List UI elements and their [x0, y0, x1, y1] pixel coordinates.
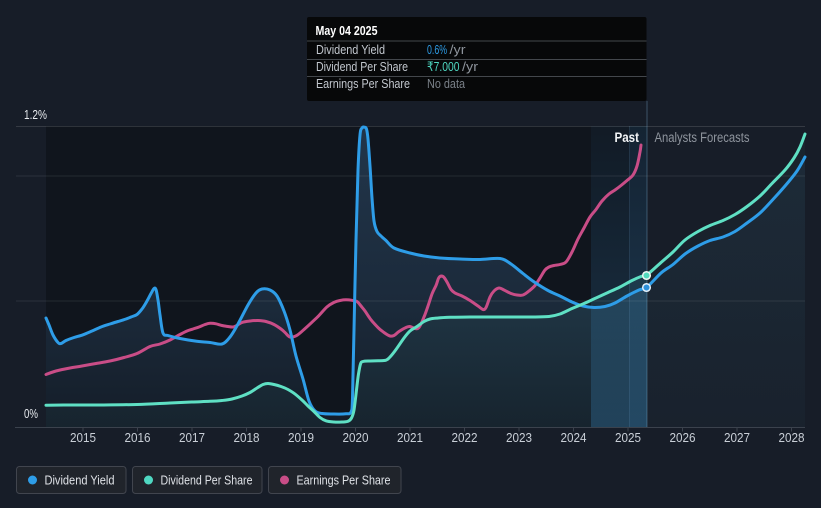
svg-text:2027: 2027 — [724, 430, 750, 445]
svg-text:Dividend Yield: Dividend Yield — [316, 42, 385, 57]
svg-text:2018: 2018 — [234, 430, 260, 445]
svg-text:2024: 2024 — [561, 430, 587, 445]
svg-text:Analysts Forecasts: Analysts Forecasts — [655, 130, 750, 145]
svg-text:May 04 2025: May 04 2025 — [316, 23, 378, 38]
svg-text:1.2%: 1.2% — [24, 107, 47, 122]
svg-text:2017: 2017 — [179, 430, 205, 445]
svg-text:No data: No data — [427, 76, 466, 91]
svg-text:/yr: /yr — [450, 42, 467, 57]
svg-text:0.6%: 0.6% — [427, 42, 447, 57]
svg-text:2019: 2019 — [288, 430, 314, 445]
svg-text:2016: 2016 — [125, 430, 151, 445]
svg-text:Dividend Per Share: Dividend Per Share — [161, 473, 253, 488]
svg-text:2022: 2022 — [452, 430, 478, 445]
svg-text:2021: 2021 — [397, 430, 423, 445]
svg-text:Past: Past — [615, 130, 640, 145]
svg-text:2028: 2028 — [779, 430, 805, 445]
svg-text:0%: 0% — [24, 406, 38, 421]
svg-text:2020: 2020 — [343, 430, 369, 445]
svg-text:2015: 2015 — [70, 430, 96, 445]
svg-text:2023: 2023 — [506, 430, 532, 445]
svg-text:Earnings Per Share: Earnings Per Share — [297, 473, 391, 488]
svg-text:2025: 2025 — [615, 430, 641, 445]
svg-text:₹7.000: ₹7.000 — [427, 59, 460, 74]
svg-text:2026: 2026 — [670, 430, 696, 445]
svg-text:Earnings Per Share: Earnings Per Share — [316, 76, 410, 91]
svg-text:/yr: /yr — [462, 59, 479, 74]
svg-text:Dividend Yield: Dividend Yield — [45, 473, 115, 488]
svg-text:Dividend Per Share: Dividend Per Share — [316, 59, 408, 74]
